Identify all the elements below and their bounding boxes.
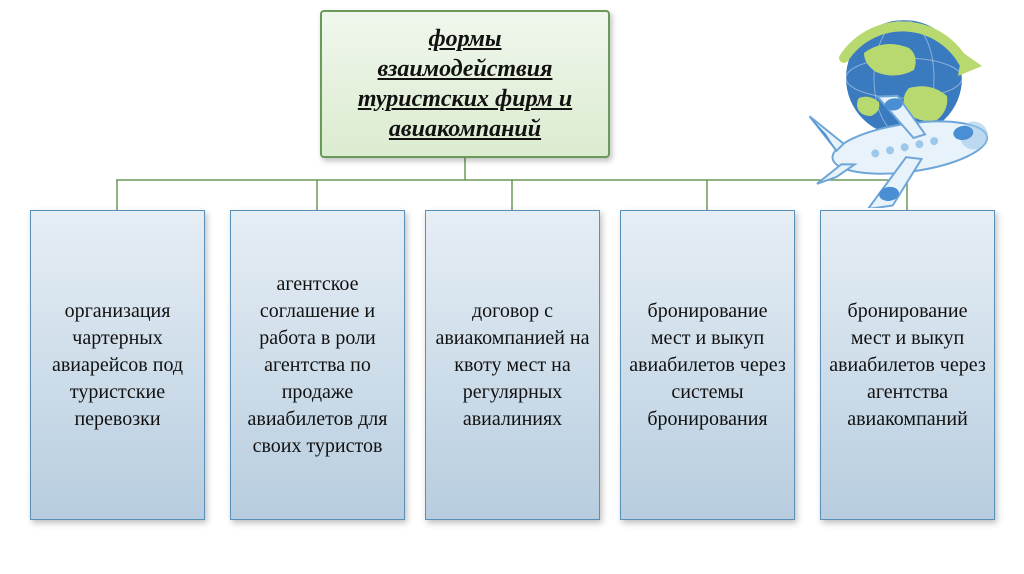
- child-label: агентское соглашение и работа в роли аге…: [239, 271, 396, 460]
- globe-airplane-icon: [784, 8, 1004, 208]
- child-node-5: бронирование мест и выкуп авиабилетов че…: [820, 210, 995, 520]
- child-node-2: агентское соглашение и работа в роли аге…: [230, 210, 405, 520]
- child-node-4: бронирование мест и выкуп авиабилетов че…: [620, 210, 795, 520]
- child-label: бронирование мест и выкуп авиабилетов че…: [629, 298, 786, 433]
- root-node: формы взаимодействия туристских фирм и а…: [320, 10, 610, 158]
- child-label: договор с авиакомпанией на квоту мест на…: [434, 298, 591, 433]
- child-node-3: договор с авиакомпанией на квоту мест на…: [425, 210, 600, 520]
- child-label: бронирование мест и выкуп авиабилетов че…: [829, 298, 986, 433]
- child-node-1: организация чартерных авиарейсов под тур…: [30, 210, 205, 520]
- root-title: формы взаимодействия туристских фирм и а…: [358, 26, 572, 142]
- child-label: организация чартерных авиарейсов под тур…: [39, 298, 196, 433]
